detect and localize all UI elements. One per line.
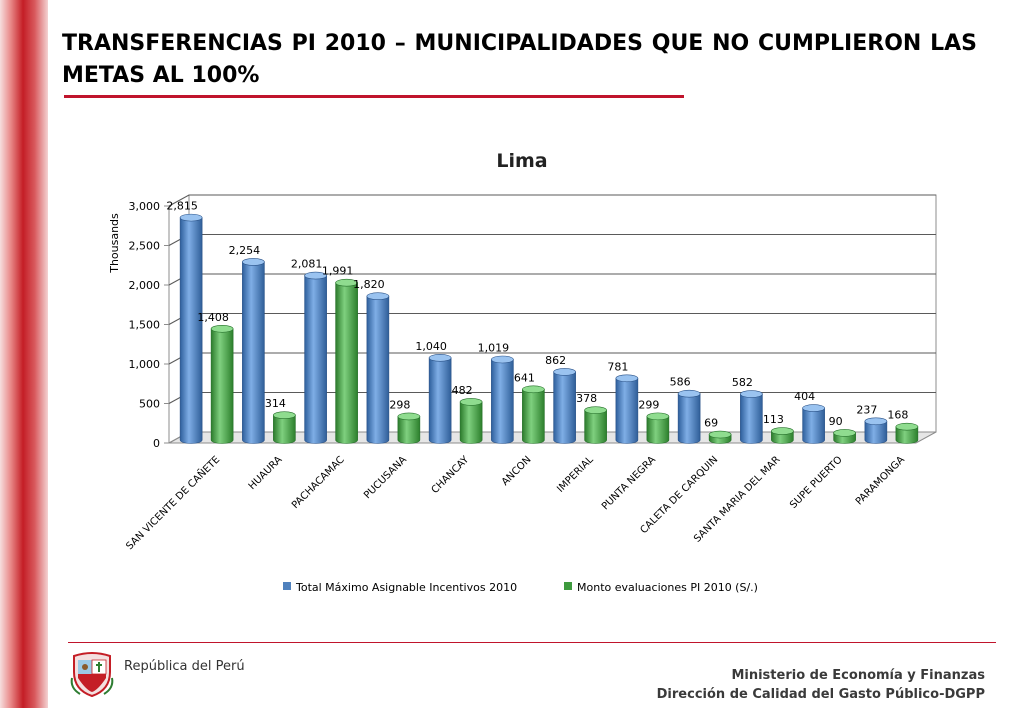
legend-swatch [283, 582, 291, 590]
left-decorative-bar [0, 0, 48, 708]
y-tick-label: 500 [139, 398, 160, 411]
footer-rule [68, 642, 996, 643]
data-label: 299 [638, 398, 659, 411]
data-label: 69 [704, 417, 718, 430]
data-label: 404 [794, 390, 815, 403]
data-label: 586 [670, 376, 691, 389]
y-tick-label: 1,000 [129, 358, 161, 371]
y-axis-label: Thousands [108, 213, 121, 274]
legend-label: Total Máximo Asignable Incentivos 2010 [295, 581, 517, 594]
data-label: 1,991 [322, 265, 354, 278]
bar-total-maximo [366, 292, 390, 444]
x-category-label: HUAURA [247, 454, 285, 492]
x-category-label: SAN VICENTE DE CAÑETE [123, 453, 222, 552]
data-label: 1,019 [478, 341, 510, 354]
bar-total-maximo [802, 404, 825, 444]
bar-total-maximo [179, 213, 203, 444]
legend-swatch [564, 582, 572, 590]
bar-total-maximo [864, 417, 888, 444]
bar-monto-evaluaciones [335, 278, 358, 444]
x-category-label: PACHACAMAC [290, 454, 347, 511]
bar-monto-evaluaciones [397, 412, 421, 444]
data-label: 113 [763, 413, 784, 426]
bar-monto-evaluaciones [895, 422, 919, 444]
legend-label: Monto evaluaciones PI 2010 (S/.) [577, 581, 758, 594]
data-label: 168 [887, 409, 908, 422]
bar-chart: Lima Thousands 0 500 1,000 1,500 2,000 2,500 3… [108, 150, 937, 594]
title-underline [64, 95, 684, 98]
ministry-name: Ministerio de Economía y Finanzas [731, 668, 985, 683]
data-label: 2,815 [166, 200, 198, 213]
data-label: 90 [829, 415, 843, 428]
x-category-label: ANCON [500, 454, 534, 488]
slide-title: TRANSFERENCIAS PI 2010 – MUNICIPALIDADES… [62, 31, 977, 88]
gridline [168, 194, 936, 207]
bar-total-maximo [242, 258, 265, 444]
republic-label: República del Perú [124, 659, 245, 674]
data-label: 482 [452, 384, 473, 397]
bar-total-maximo [428, 354, 452, 444]
bar-monto-evaluaciones [459, 398, 483, 444]
data-label: 641 [514, 371, 535, 384]
x-category-label: SUPE PUERTO [788, 454, 845, 511]
bar-total-maximo [304, 271, 327, 444]
y-tick-label: 3,000 [129, 200, 161, 213]
data-label: 2,081 [291, 258, 323, 271]
data-label: 1,040 [415, 340, 447, 353]
ministry-block: Ministerio de Economía y Finanzas Direcc… [657, 666, 985, 704]
x-category-label: CHANCAY [430, 454, 472, 496]
bar-total-maximo [677, 389, 701, 444]
data-label: 237 [856, 403, 877, 416]
bar-total-maximo [740, 390, 763, 444]
data-label: 314 [265, 397, 286, 410]
bar-monto-evaluaciones [771, 427, 794, 444]
bar-monto-evaluaciones [646, 412, 670, 444]
chart-legend: Total Máximo Asignable Incentivos 2010 Mo… [283, 581, 758, 594]
data-label: 378 [576, 392, 597, 405]
bar-monto-evaluaciones [708, 430, 732, 444]
y-tick-label: 0 [153, 437, 160, 450]
chart-title: Lima [496, 150, 547, 172]
bar-total-maximo [553, 368, 576, 444]
bar-monto-evaluaciones [273, 411, 296, 444]
y-tick-label: 2,000 [129, 279, 161, 292]
x-category-label: PARAMONGA [854, 454, 907, 507]
y-tick-label: 1,500 [129, 319, 161, 332]
bar-monto-evaluaciones [522, 385, 545, 444]
peru-coat-of-arms-icon [70, 652, 114, 698]
y-tick-label: 2,500 [129, 240, 161, 253]
data-label: 781 [607, 360, 628, 373]
x-category-label: IMPERIAL [555, 454, 596, 495]
data-label: 1,408 [197, 311, 229, 324]
x-category-label: PUCUSANA [362, 454, 409, 501]
bar-monto-evaluaciones [833, 429, 856, 444]
bar-total-maximo [615, 374, 639, 444]
bar-monto-evaluaciones [210, 324, 234, 444]
directorate-name: Dirección de Calidad del Gasto Público-D… [656, 687, 985, 702]
data-label: 1,820 [353, 278, 385, 291]
x-category-label: PUNTA NEGRA [600, 454, 658, 512]
data-label: 298 [389, 398, 410, 411]
data-label: 2,254 [229, 244, 261, 257]
bar-monto-evaluaciones [584, 406, 607, 444]
data-label: 862 [545, 354, 566, 367]
bar-total-maximo [491, 355, 514, 444]
data-label: 582 [732, 376, 753, 389]
